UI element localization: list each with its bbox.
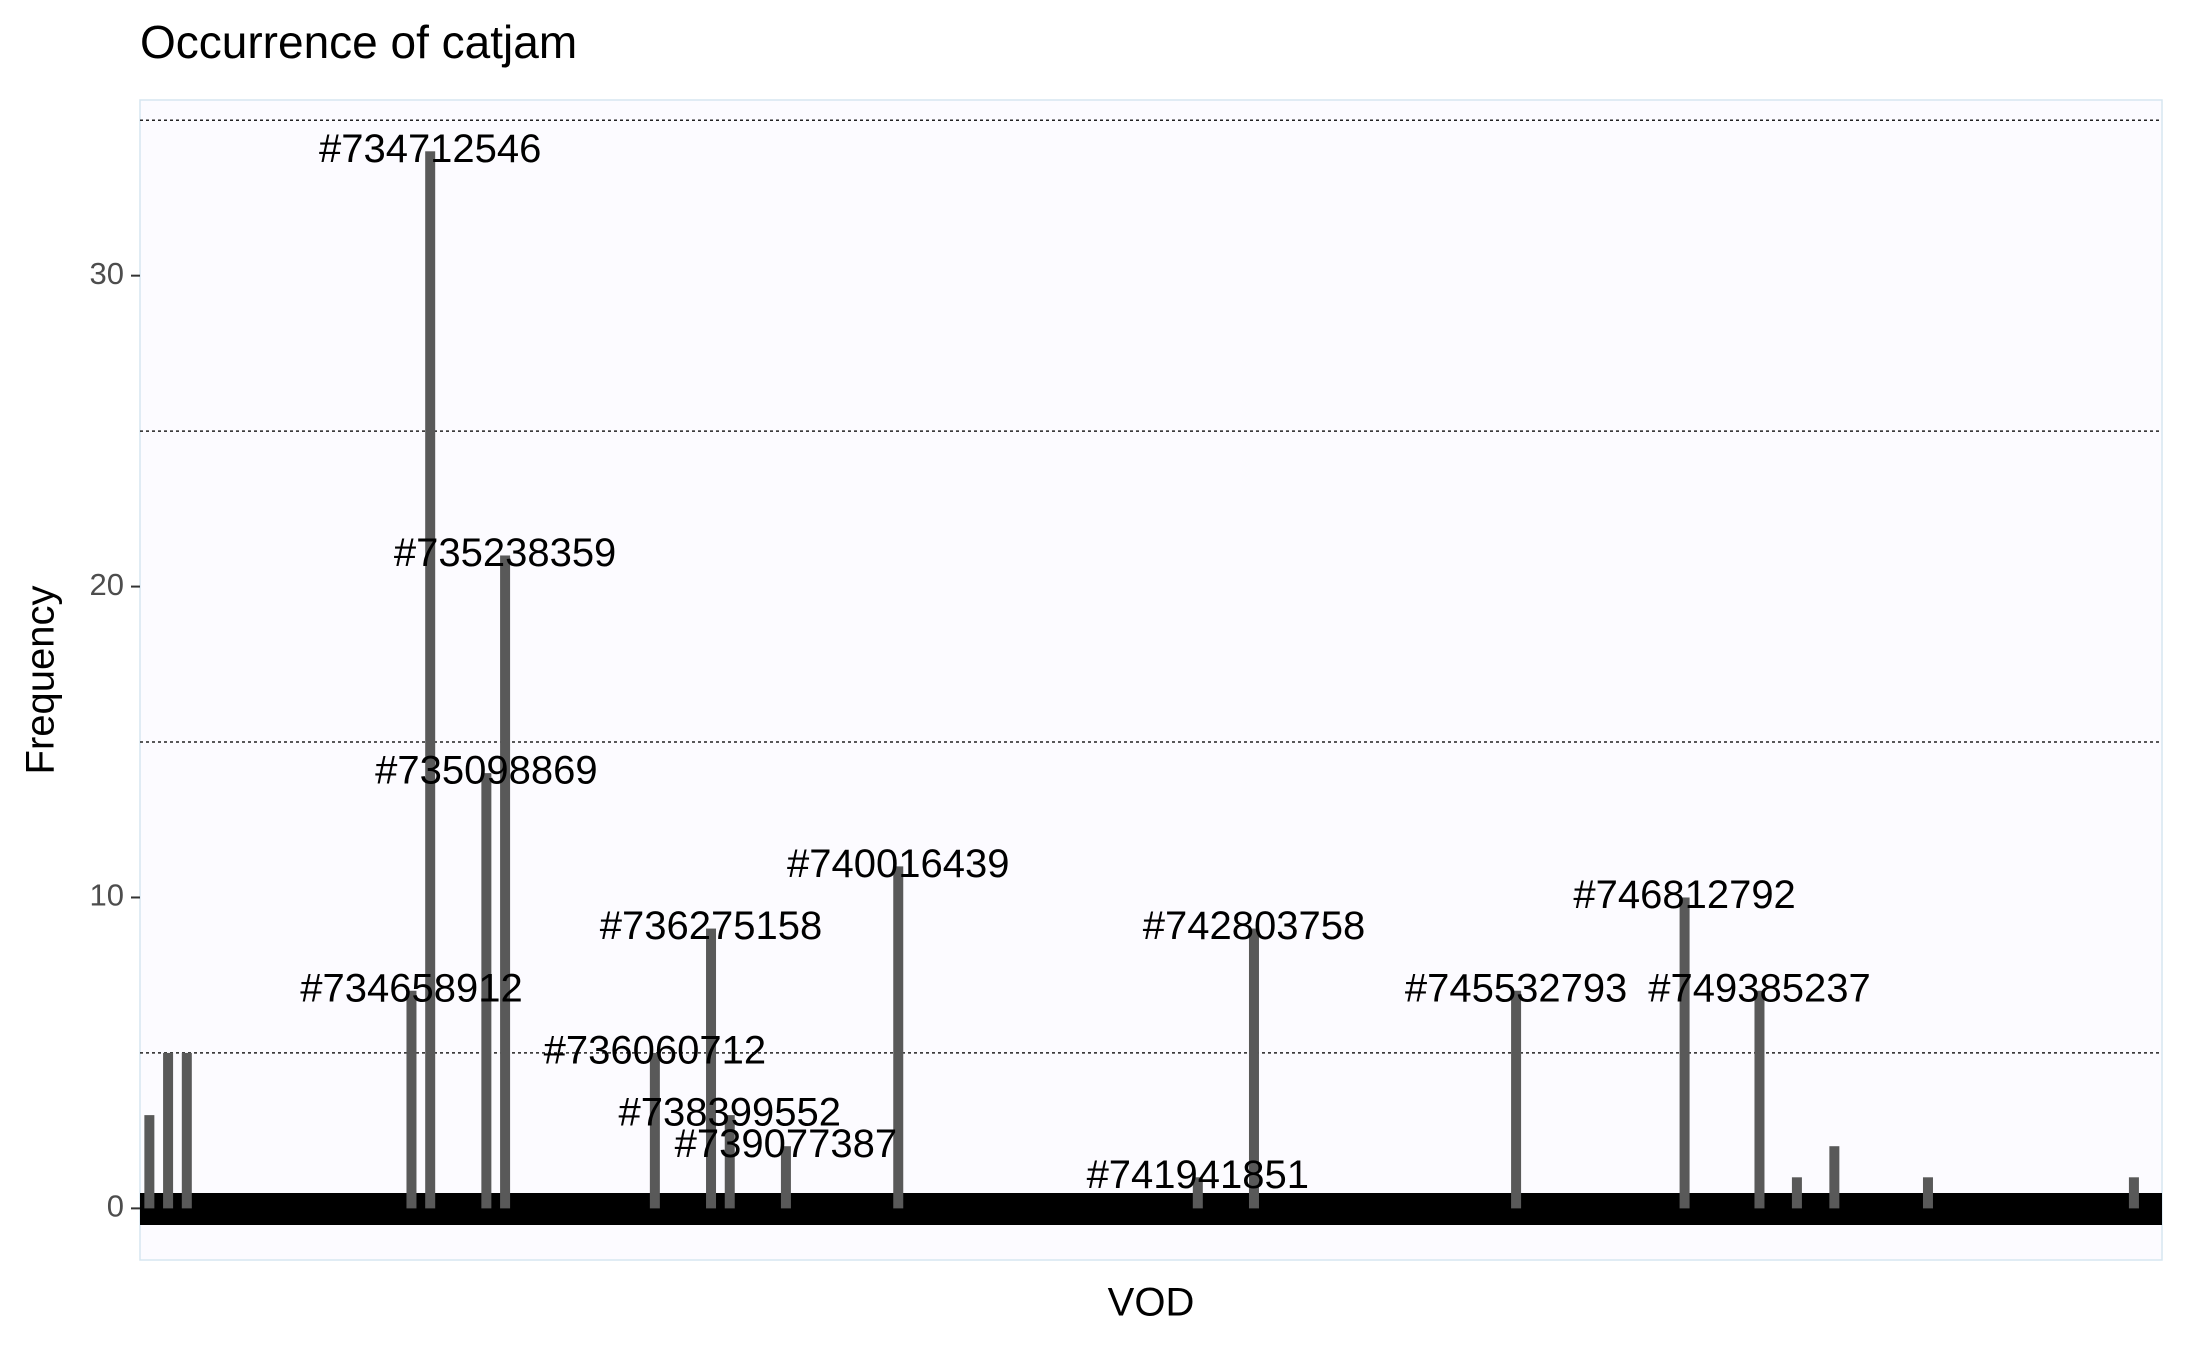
bar (500, 555, 511, 1209)
bar (481, 773, 492, 1209)
bar-label: #745532793 (1405, 966, 1627, 1010)
bar (893, 866, 904, 1209)
bar (780, 1146, 791, 1209)
y-tick-label: 0 (107, 1189, 124, 1224)
bar (144, 1115, 155, 1209)
bar (1679, 897, 1690, 1209)
bar (1511, 990, 1522, 1209)
bar (1754, 990, 1765, 1209)
bar-label: #736275158 (600, 904, 822, 948)
x-axis-label: VOD (1108, 1281, 1195, 1325)
bar (406, 990, 417, 1209)
y-tick-label: 30 (90, 256, 124, 291)
bar (2128, 1177, 2139, 1209)
y-axis-label: Frequency (19, 586, 63, 775)
bar (1248, 928, 1259, 1209)
bar-label: #734712546 (319, 127, 541, 171)
y-tick-label: 10 (90, 878, 124, 913)
bar (649, 1052, 660, 1209)
bar-label: #738399552 (619, 1091, 841, 1135)
chart-title: Occurrence of catjam (140, 16, 577, 68)
bar (181, 1052, 192, 1209)
bar-label: #749385237 (1648, 966, 1870, 1010)
bar (1192, 1177, 1203, 1209)
bar-label: #746812792 (1573, 873, 1795, 917)
bar (1791, 1177, 1802, 1209)
bar-label: #735098869 (375, 749, 597, 793)
y-tick-label: 20 (90, 567, 124, 602)
label-clutter (140, 1193, 2162, 1225)
bar (1922, 1177, 1933, 1209)
bar (163, 1052, 174, 1209)
panel (139, 99, 2163, 1261)
bar (1829, 1146, 1840, 1209)
bar-label: #741941851 (1087, 1153, 1309, 1197)
bar-label: #739077387 (675, 1122, 897, 1166)
bar (724, 1115, 735, 1209)
bar-label: #742803758 (1143, 904, 1365, 948)
bar-label: #735238359 (394, 531, 616, 575)
bar (706, 928, 717, 1209)
bar-label: #734658912 (300, 966, 522, 1010)
bar-label: #740016439 (787, 842, 1009, 886)
bar-label: #736060712 (544, 1028, 766, 1072)
bar (425, 151, 436, 1209)
